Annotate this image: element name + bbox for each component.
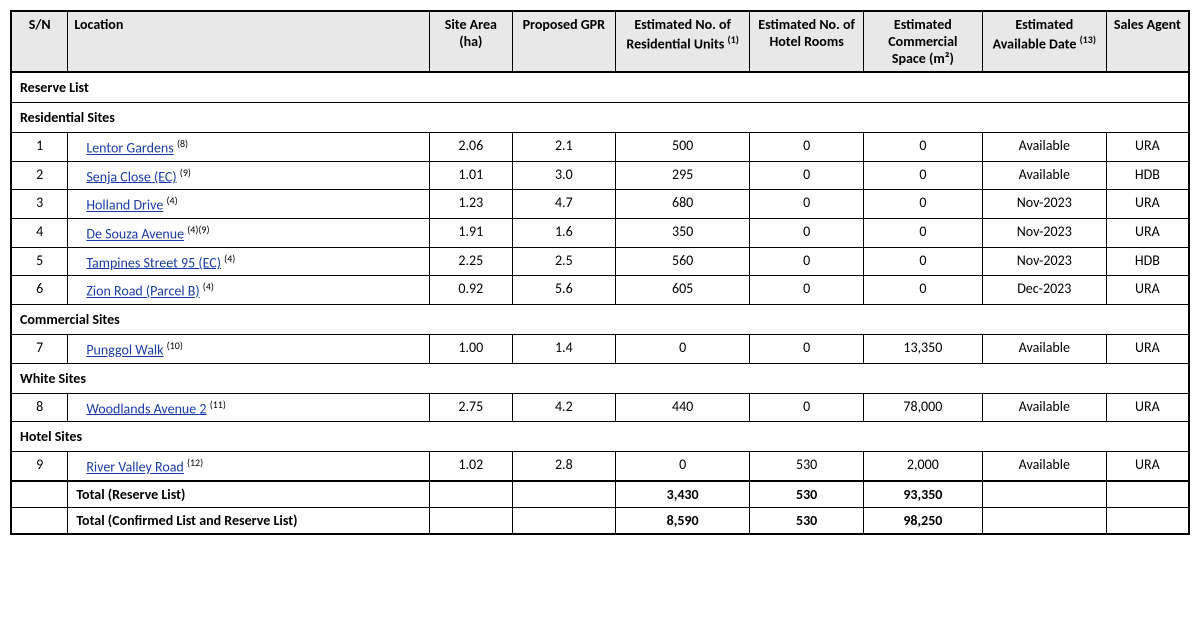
- location-link[interactable]: De Souza Avenue: [86, 226, 184, 243]
- col-avail-date: Estimated Available Date (13): [982, 11, 1106, 72]
- location-link[interactable]: River Valley Road: [86, 459, 183, 476]
- table-row: 9 River Valley Road (12) 1.02 2.8 0 530 …: [11, 452, 1189, 481]
- table-row: 8 Woodlands Avenue 2 (11) 2.75 4.2 440 0…: [11, 393, 1189, 422]
- location-link[interactable]: Punggol Walk: [86, 342, 163, 359]
- location-link[interactable]: Holland Drive: [86, 197, 163, 214]
- location-link[interactable]: Zion Road (Parcel B): [86, 283, 199, 300]
- location-link[interactable]: Lentor Gardens: [86, 140, 173, 157]
- table-row: 1 Lentor Gardens (8) 2.06 2.1 500 0 0 Av…: [11, 133, 1189, 162]
- table-row: 5 Tampines Street 95 (EC) (4) 2.25 2.5 5…: [11, 247, 1189, 276]
- total-reserve-row: Total (Reserve List) 3,430 530 93,350: [11, 481, 1189, 508]
- section-reserve-list: Reserve List: [11, 72, 1189, 103]
- location-link[interactable]: Woodlands Avenue 2: [86, 400, 206, 417]
- total-confirmed-row: Total (Confirmed List and Reserve List) …: [11, 507, 1189, 534]
- section-commercial: Commercial Sites: [11, 304, 1189, 334]
- col-sn: S/N: [11, 11, 68, 72]
- table-row: 6 Zion Road (Parcel B) (4) 0.92 5.6 605 …: [11, 276, 1189, 305]
- col-site-area: Site Area (ha): [429, 11, 512, 72]
- location-link[interactable]: Tampines Street 95 (EC): [86, 254, 221, 271]
- header-row: S/N Location Site Area (ha) Proposed GPR…: [11, 11, 1189, 72]
- col-hotel-rooms: Estimated No. of Hotel Rooms: [750, 11, 864, 72]
- col-sales-agent: Sales Agent: [1106, 11, 1189, 72]
- col-gpr: Proposed GPR: [512, 11, 615, 72]
- col-comm-space: Estimated Commercial Space (m²): [863, 11, 982, 72]
- table-row: 2 Senja Close (EC) (9) 1.01 3.0 295 0 0 …: [11, 161, 1189, 190]
- table-row: 3 Holland Drive (4) 1.23 4.7 680 0 0 Nov…: [11, 190, 1189, 219]
- section-hotel: Hotel Sites: [11, 422, 1189, 452]
- col-location: Location: [68, 11, 430, 72]
- land-sales-table: S/N Location Site Area (ha) Proposed GPR…: [10, 10, 1190, 535]
- table-row: 4 De Souza Avenue (4)(9) 1.91 1.6 350 0 …: [11, 218, 1189, 247]
- section-white: White Sites: [11, 363, 1189, 393]
- col-res-units: Estimated No. of Residential Units (1): [615, 11, 749, 72]
- section-residential: Residential Sites: [11, 103, 1189, 133]
- location-link[interactable]: Senja Close (EC): [86, 168, 176, 185]
- table-row: 7 Punggol Walk (10) 1.00 1.4 0 0 13,350 …: [11, 334, 1189, 363]
